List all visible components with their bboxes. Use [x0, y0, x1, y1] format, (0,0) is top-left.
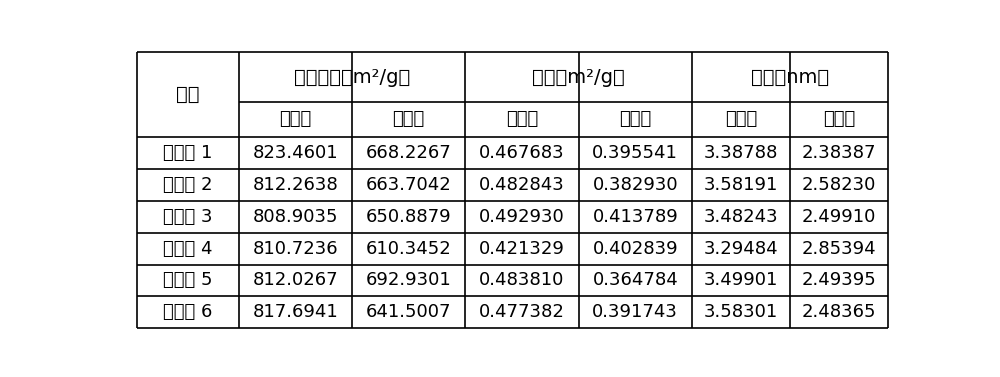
Text: 0.364784: 0.364784: [592, 271, 678, 290]
Text: 2.48365: 2.48365: [802, 303, 877, 321]
Text: 0.477382: 0.477382: [479, 303, 565, 321]
Text: 负载后: 负载后: [392, 110, 425, 129]
Text: 2.49910: 2.49910: [802, 208, 876, 226]
Text: 808.9035: 808.9035: [253, 208, 338, 226]
Text: 负载后: 负载后: [619, 110, 651, 129]
Text: 实施例 4: 实施例 4: [163, 239, 212, 257]
Text: 0.382930: 0.382930: [592, 176, 678, 194]
Text: 0.421329: 0.421329: [479, 239, 565, 257]
Text: 663.7042: 663.7042: [366, 176, 451, 194]
Text: 负载前: 负载前: [725, 110, 757, 129]
Text: 2.49395: 2.49395: [802, 271, 877, 290]
Text: 比表面积（m²/g）: 比表面积（m²/g）: [294, 68, 410, 87]
Text: 641.5007: 641.5007: [366, 303, 451, 321]
Text: 2.85394: 2.85394: [802, 239, 877, 257]
Text: 0.467683: 0.467683: [479, 144, 565, 162]
Text: 823.4601: 823.4601: [252, 144, 338, 162]
Text: 实施例 5: 实施例 5: [163, 271, 212, 290]
Text: 负载前: 负载前: [506, 110, 538, 129]
Text: 实施例 1: 实施例 1: [163, 144, 212, 162]
Text: 实施例 3: 实施例 3: [163, 208, 212, 226]
Text: 3.58301: 3.58301: [704, 303, 778, 321]
Text: 810.7236: 810.7236: [252, 239, 338, 257]
Text: 0.483810: 0.483810: [479, 271, 565, 290]
Text: 3.48243: 3.48243: [704, 208, 778, 226]
Text: 817.6941: 817.6941: [252, 303, 338, 321]
Text: 0.395541: 0.395541: [592, 144, 678, 162]
Text: 692.9301: 692.9301: [366, 271, 451, 290]
Text: 3.38788: 3.38788: [704, 144, 778, 162]
Text: 0.391743: 0.391743: [592, 303, 678, 321]
Text: 负载前: 负载前: [279, 110, 311, 129]
Text: 0.482843: 0.482843: [479, 176, 565, 194]
Text: 样品: 样品: [176, 85, 199, 104]
Text: 负载后: 负载后: [823, 110, 855, 129]
Text: 0.402839: 0.402839: [592, 239, 678, 257]
Text: 3.58191: 3.58191: [704, 176, 778, 194]
Text: 668.2267: 668.2267: [366, 144, 451, 162]
Text: 2.58230: 2.58230: [802, 176, 876, 194]
Text: 实施例 6: 实施例 6: [163, 303, 212, 321]
Text: 2.38387: 2.38387: [802, 144, 877, 162]
Text: 610.3452: 610.3452: [366, 239, 451, 257]
Text: 812.2638: 812.2638: [252, 176, 338, 194]
Text: 孔径（nm）: 孔径（nm）: [751, 68, 829, 87]
Text: 812.0267: 812.0267: [252, 271, 338, 290]
Text: 650.8879: 650.8879: [366, 208, 451, 226]
Text: 孔容（m²/g）: 孔容（m²/g）: [532, 68, 625, 87]
Text: 3.49901: 3.49901: [704, 271, 778, 290]
Text: 3.29484: 3.29484: [704, 239, 778, 257]
Text: 0.413789: 0.413789: [592, 208, 678, 226]
Text: 实施例 2: 实施例 2: [163, 176, 212, 194]
Text: 0.492930: 0.492930: [479, 208, 565, 226]
